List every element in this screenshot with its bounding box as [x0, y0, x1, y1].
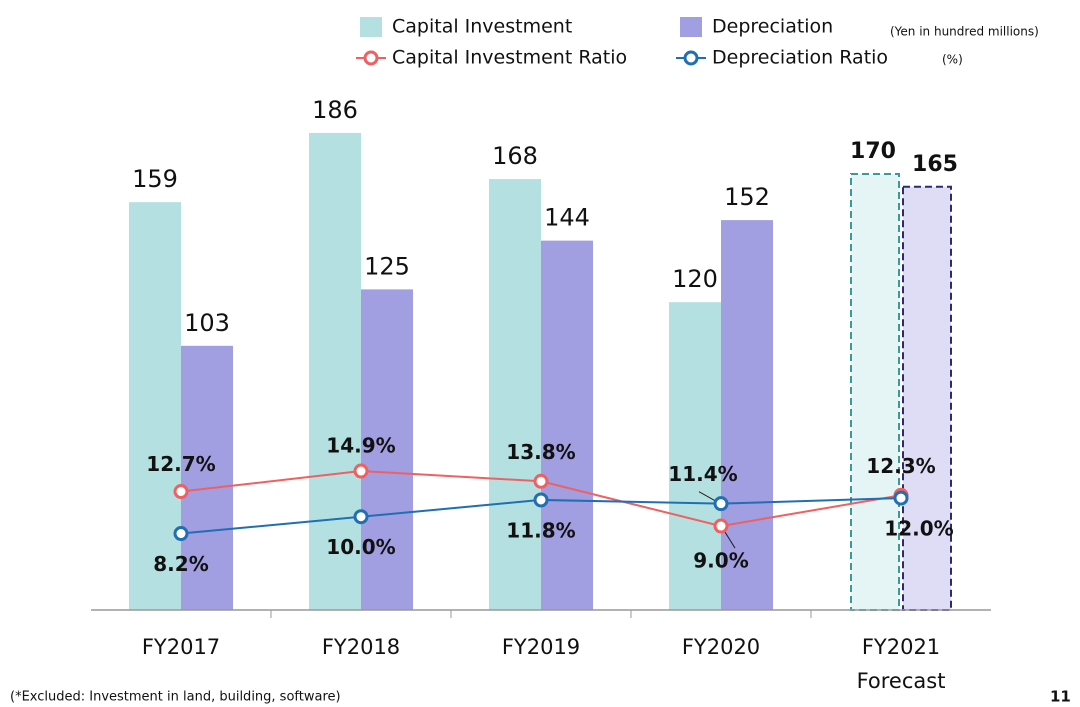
forecast-label: Forecast [857, 669, 946, 693]
bar [129, 202, 181, 611]
legend-marker [363, 50, 379, 66]
line-value-label: 10.0% [326, 535, 395, 559]
bar [309, 132, 361, 610]
bar [361, 289, 413, 610]
bar-value-label: 186 [312, 96, 358, 124]
line-marker [713, 518, 729, 534]
leader-line [698, 491, 716, 502]
bar [669, 302, 721, 610]
bar [489, 179, 541, 610]
line-marker [893, 490, 909, 506]
line-marker [533, 473, 549, 489]
line-value-label: 13.8% [506, 440, 575, 464]
bar-value-label: 165 [912, 152, 958, 177]
bar [721, 220, 773, 610]
bar [902, 185, 952, 611]
footnote: (*Excluded: Investment in land, building… [10, 690, 341, 705]
line-marker [173, 484, 189, 500]
line-marker [353, 463, 369, 479]
bar-value-label: 170 [850, 139, 896, 164]
leader-line [724, 531, 736, 549]
bar [541, 240, 593, 610]
line-marker [713, 496, 729, 512]
bar-value-label: 103 [184, 309, 230, 337]
line-value-label: 8.2% [153, 552, 208, 576]
legend-label: Capital Investment Ratio [392, 47, 627, 69]
line-marker [353, 509, 369, 525]
bar-value-label: 120 [672, 265, 718, 293]
line-value-label: 12.7% [146, 452, 215, 476]
line-value-label: 12.0% [884, 517, 953, 541]
bar-value-label: 125 [364, 252, 410, 280]
line-value-label: 9.0% [693, 549, 748, 573]
bar-value-label: 168 [492, 142, 538, 170]
legend-marker [683, 50, 699, 66]
line-value-label: 12.3% [866, 454, 935, 478]
bar-value-label: 152 [724, 183, 770, 211]
line-value-label: 14.9% [326, 434, 395, 458]
bar-value-label: 144 [544, 204, 590, 232]
bar [181, 345, 233, 610]
page-number: 11 [1050, 688, 1071, 706]
line-marker [173, 526, 189, 542]
legend-label: Capital Investment [392, 16, 572, 38]
legend-label: Depreciation [712, 16, 833, 38]
line-marker [533, 492, 549, 508]
line-value-label: 11.8% [506, 518, 575, 542]
x-tick-label: FY2018 [322, 635, 400, 659]
unit-note: (Yen in hundred millions) [890, 25, 1039, 39]
x-tick-label: FY2017 [142, 635, 220, 659]
ratio-note: (%) [942, 53, 963, 67]
line-value-label: 11.4% [668, 462, 737, 486]
legend-label: Depreciation Ratio [712, 47, 888, 69]
x-tick-label: FY2019 [502, 635, 580, 659]
bar-value-label: 159 [132, 165, 178, 193]
bar [850, 172, 900, 611]
x-tick-label: FY2020 [682, 635, 760, 659]
x-tick-label: FY2021 [862, 635, 940, 659]
legend-swatch [680, 17, 702, 37]
legend-swatch [360, 17, 382, 37]
